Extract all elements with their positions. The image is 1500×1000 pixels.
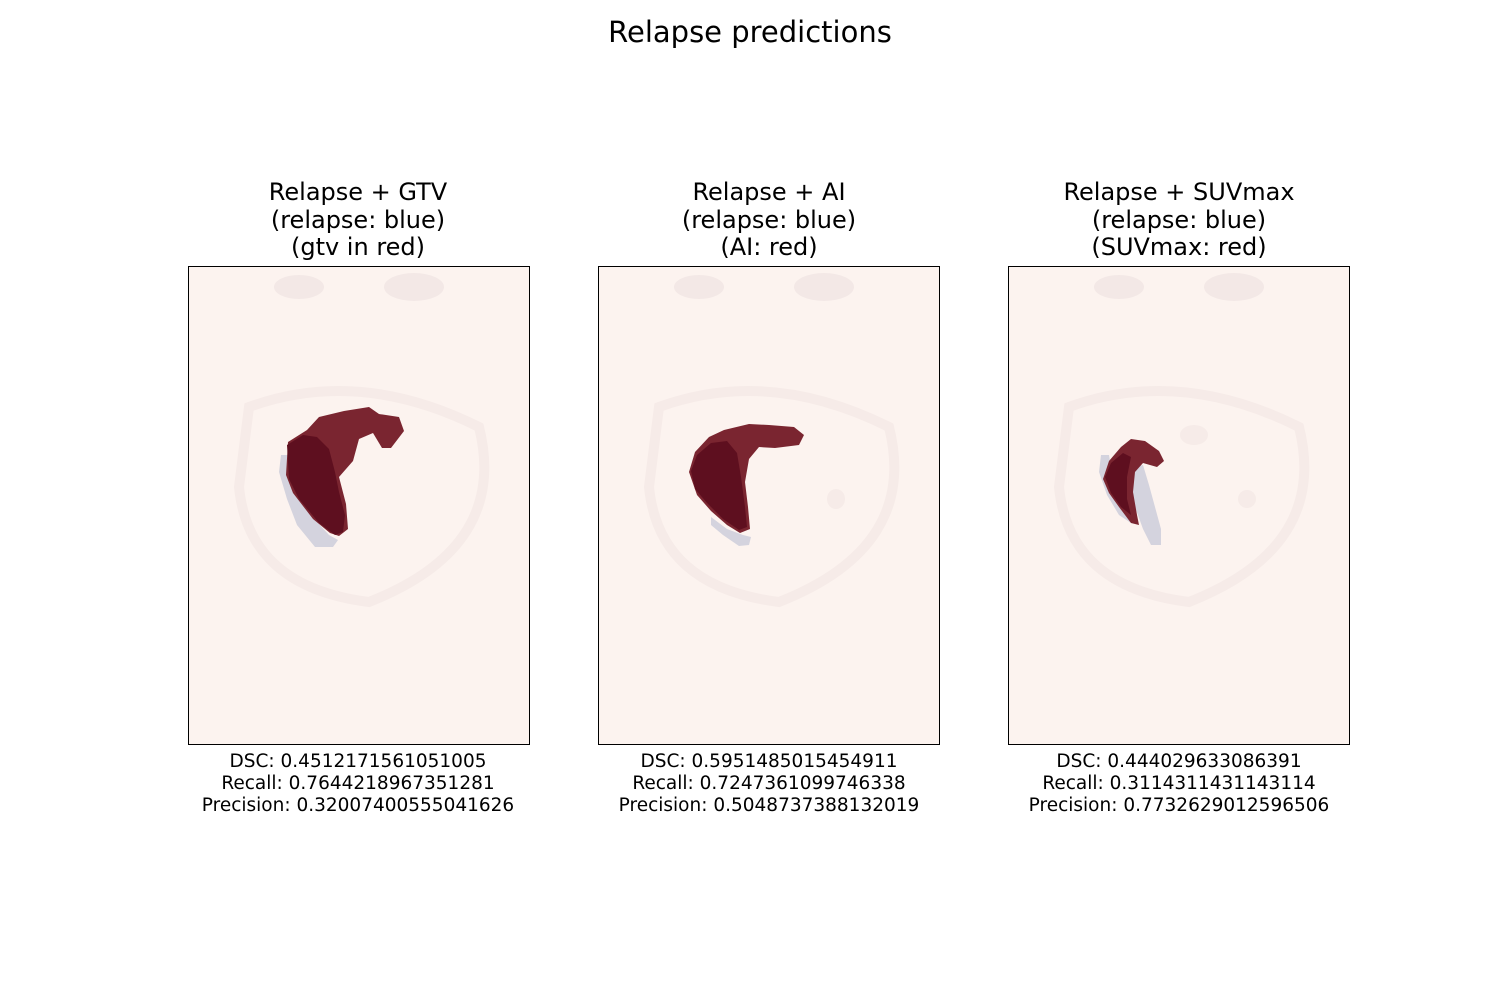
anatomy-contour	[1053, 386, 1310, 608]
panel-2-metrics: DSC: 0.5951485015454911 Recall: 0.724736…	[559, 751, 979, 817]
panel-2-recall: Recall: 0.7247361099746338	[632, 773, 906, 794]
panel-2-title-line-1: Relapse + AI	[692, 178, 846, 206]
background-blob	[674, 275, 724, 299]
panel-1-title: Relapse + GTV (relapse: blue) (gtv in re…	[148, 178, 568, 262]
panel-3-title-line-2: (relapse: blue)	[1091, 205, 1267, 234]
figure-title: Relapse predictions	[608, 15, 892, 49]
panel-1-metrics: DSC: 0.4512171561051005 Recall: 0.764421…	[148, 751, 568, 817]
panel-1-title-line-1: Relapse + GTV	[268, 178, 448, 206]
panel-1-recall: Recall: 0.7644218967351281	[221, 773, 495, 794]
panel-3-title: Relapse + SUVmax (relapse: blue) (SUVmax…	[969, 178, 1389, 262]
panel-3-title-line-3: (SUVmax: red)	[1091, 233, 1267, 261]
background-blob	[1238, 490, 1256, 508]
background-blob	[274, 275, 324, 299]
panel-1-title-line-3: (gtv in red)	[290, 233, 426, 261]
panel-3-recall: Recall: 0.3114311431143114	[1042, 773, 1316, 794]
panel-2-precision: Precision: 0.5048737388132019	[618, 795, 920, 816]
background-blob	[794, 273, 854, 301]
panel-2-dsc: DSC: 0.5951485015454911	[640, 751, 898, 772]
panel-3-dsc: DSC: 0.444029633086391	[1056, 751, 1302, 772]
panel-3-title-line-1: Relapse + SUVmax	[1063, 178, 1295, 206]
panel-2-image	[598, 266, 940, 745]
panel-2-title: Relapse + AI (relapse: blue) (AI: red)	[559, 178, 979, 262]
overlap-region	[1105, 453, 1131, 515]
panel-2-title-line-3: (AI: red)	[720, 233, 818, 261]
panel-1-dsc: DSC: 0.4512171561051005	[229, 751, 487, 772]
background-blob	[384, 273, 444, 301]
background-blob	[1094, 275, 1144, 299]
anatomy-contour	[233, 386, 490, 608]
panel-3-image	[1008, 266, 1350, 745]
panel-1-precision: Precision: 0.32007400555041626	[201, 795, 515, 816]
background-blob	[1204, 273, 1264, 301]
panel-2-overlay-image	[643, 273, 900, 608]
overlap-region	[691, 441, 747, 530]
panel-1-title-line-2: (relapse: blue)	[270, 205, 446, 234]
anatomy-contour	[643, 386, 900, 608]
panel-1-image	[188, 266, 530, 745]
panel-3-metrics: DSC: 0.444029633086391 Recall: 0.3114311…	[969, 751, 1389, 817]
background-blob	[1180, 425, 1208, 445]
relapse-region	[711, 517, 751, 546]
panel-1-overlay-image	[233, 273, 490, 608]
panel-3-overlay-image	[1053, 273, 1310, 608]
overlap-region	[287, 435, 345, 535]
relapse-region	[1131, 465, 1161, 545]
background-blob	[827, 489, 845, 509]
panel-2-title-line-2: (relapse: blue)	[681, 205, 857, 234]
relapse-region	[279, 455, 338, 547]
panel-3-precision: Precision: 0.7732629012596506	[1028, 795, 1330, 816]
